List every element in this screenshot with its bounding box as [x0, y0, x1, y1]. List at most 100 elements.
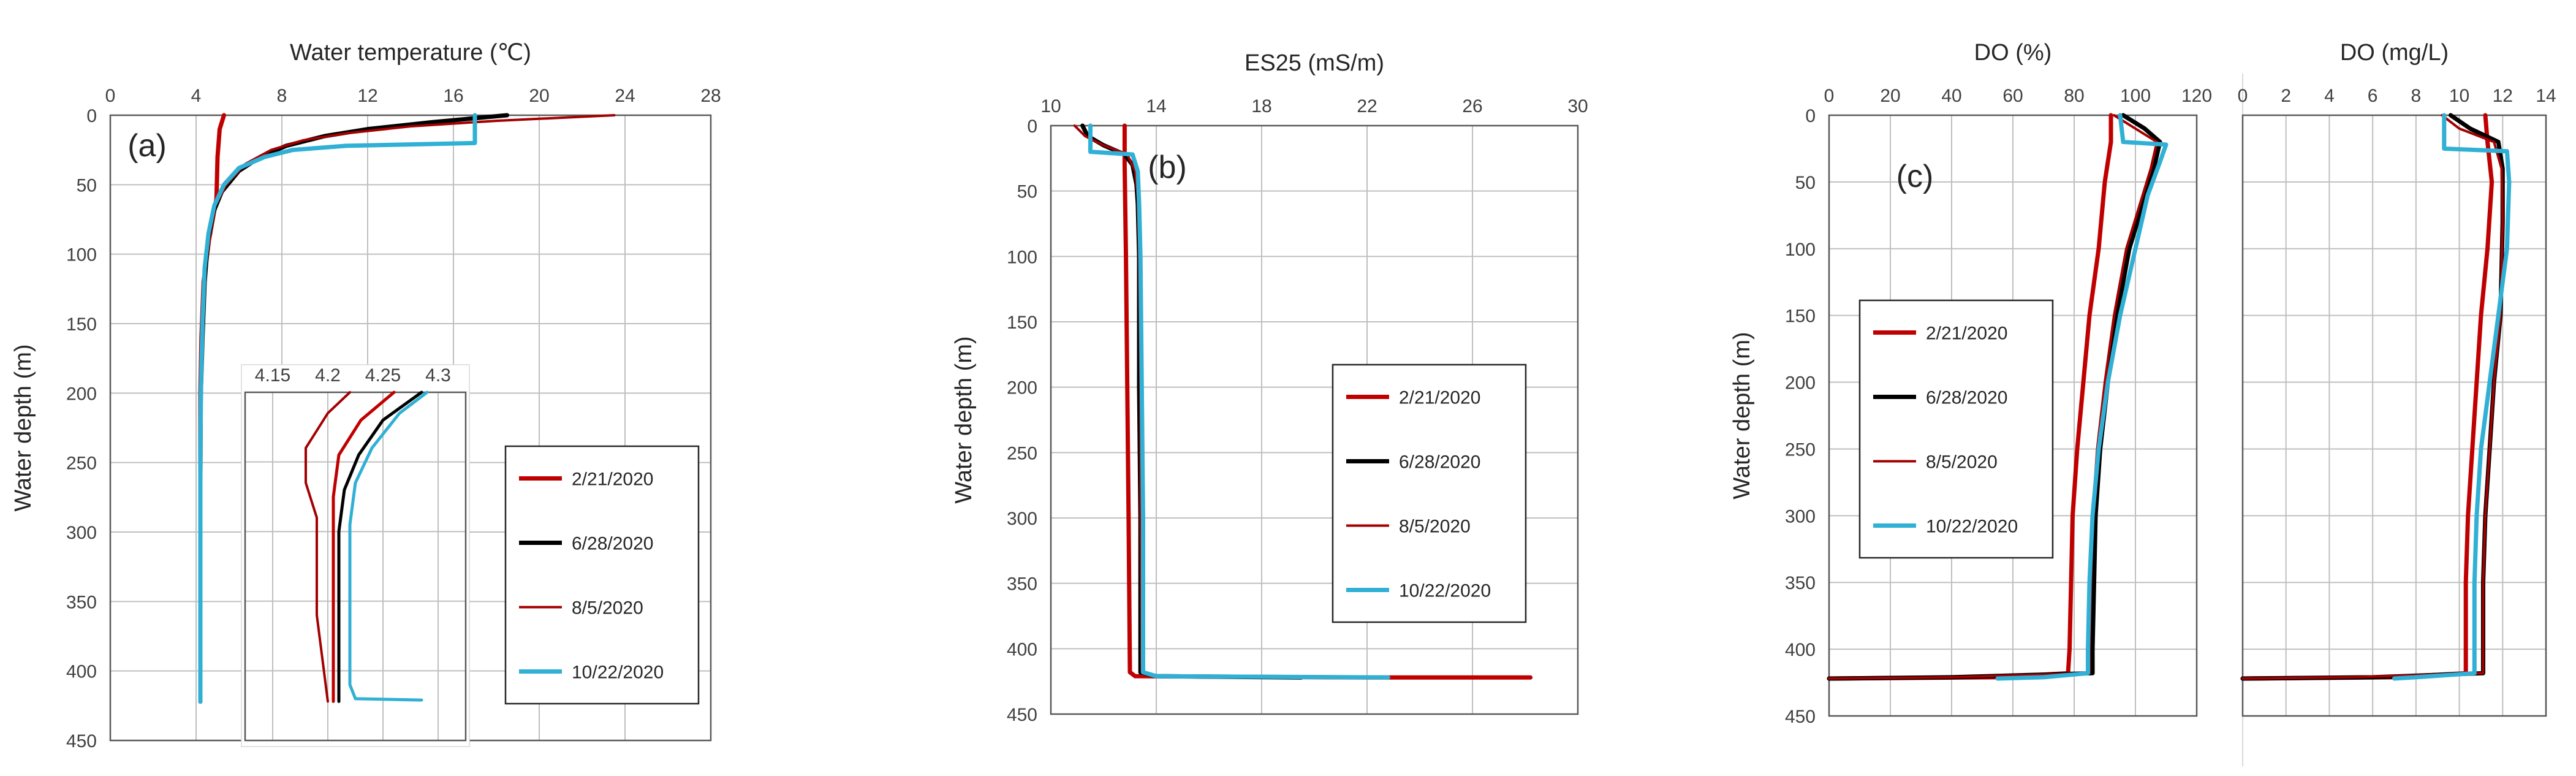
x-tick-label: 80 [2064, 86, 2084, 106]
x-tick-label: 2 [2281, 86, 2291, 106]
x-tick-label: 100 [2120, 86, 2151, 106]
inset-x-tick-label: 4.15 [255, 365, 290, 386]
x-tick-label: 6 [2368, 86, 2378, 106]
x-tick-label: 12 [2493, 86, 2513, 106]
x-tick-label: 22 [1357, 96, 1377, 116]
y-axis-title: Water depth (m) [10, 344, 36, 511]
x-tick-label: 60 [2002, 86, 2023, 106]
y-tick-label: 200 [66, 384, 97, 404]
legend-box [504, 445, 700, 705]
legend-box [1858, 299, 2054, 559]
legend: 2/21/2020 6/28/2020 8/5/2020 10/22/2020 [504, 445, 700, 705]
legend-entry-label: 2/21/2020 [572, 470, 653, 490]
legend-entry-label: 6/28/2020 [1926, 388, 2007, 408]
series-line-c2-8-5-2020 [2241, 114, 2504, 680]
y-tick-label: 0 [86, 106, 97, 126]
panel-label: (a) [127, 128, 167, 164]
y-tick-label: 250 [1007, 443, 1037, 463]
x-tick-label: 14 [1146, 96, 1166, 116]
y-tick-label: 250 [1785, 439, 1816, 460]
x-tick-label: 4 [2324, 86, 2335, 106]
panel-c-do-mgl: 0 2 4 6 8 10 12 14 DO (mg/L) [2238, 40, 2556, 717]
series-line-b-8-5-2020 [1073, 124, 1289, 679]
x-tick-label: 28 [700, 86, 721, 106]
x-tick-label: 10 [2449, 86, 2469, 106]
series-line-inset-2-21-2020 [331, 390, 396, 703]
x-tick-label: 30 [1567, 96, 1588, 116]
y-tick-label: 450 [66, 731, 97, 751]
y-tick-label: 450 [1785, 707, 1816, 727]
x-tick-label: 20 [529, 86, 549, 106]
y-tick-label: 0 [1027, 116, 1037, 137]
legend-entry-label: 6/28/2020 [572, 534, 653, 554]
y-tick-label: 150 [1785, 306, 1816, 327]
y-tick-label: 50 [77, 175, 97, 196]
x-tick-label: 0 [2238, 86, 2248, 106]
x-tick-label: 8 [277, 86, 287, 106]
panel-a-water-temperature: 0 4 8 12 16 20 24 28 0 50 100 150 200 250 300 350 400 450… [10, 40, 721, 751]
y-tick-label: 0 [1805, 106, 1816, 126]
y-tick-label: 100 [66, 245, 97, 265]
legend-entry-label: 8/5/2020 [1399, 517, 1471, 537]
y-tick-label: 350 [66, 592, 97, 612]
legend-entry-label: 8/5/2020 [572, 598, 643, 618]
x-tick-label: 26 [1462, 96, 1482, 116]
legend-box [1332, 363, 1527, 623]
legend-entry-label: 2/21/2020 [1926, 324, 2007, 344]
y-tick-label: 300 [1785, 506, 1816, 527]
panel-c-do-percent: 0 20 40 60 80 100 120 0 50 100 150 200 250 300 350 400 4… [1729, 40, 2212, 727]
x-tick-label: 24 [615, 86, 635, 106]
plot-frame [1828, 114, 2198, 717]
panel-label: (b) [1148, 150, 1187, 185]
y-tick-label: 200 [1007, 378, 1037, 398]
plot-frame [2241, 114, 2547, 717]
y-axis-title: Water depth (m) [1729, 332, 1755, 499]
series-line-b-6-28-2020 [1080, 123, 1303, 680]
inset-x-tick-label: 4.3 [425, 365, 451, 386]
x-axis-title: DO (mg/L) [2340, 40, 2449, 66]
inset-frame [244, 391, 467, 742]
legend-entry-label: 6/28/2020 [1399, 452, 1480, 473]
legend-entry-label: 10/22/2020 [1926, 517, 2018, 537]
legend-entry-label: 10/22/2020 [1399, 581, 1491, 601]
series-line-b-10-22-2020 [1088, 123, 1390, 680]
plot-frame [1050, 124, 1579, 715]
series-line-c1-10-22-2020 [1995, 113, 2169, 681]
y-tick-label: 450 [1007, 705, 1037, 725]
legend-entry-label: 8/5/2020 [1926, 452, 1998, 473]
legend: 2/21/2020 6/28/2020 8/5/2020 10/22/2020 [1332, 363, 1527, 623]
y-tick-label: 250 [66, 454, 97, 474]
y-tick-label: 50 [1017, 182, 1037, 202]
y-tick-label: 350 [1007, 574, 1037, 595]
series-line-inset-6-28-2020 [337, 390, 423, 703]
legend-entry-label: 10/22/2020 [572, 663, 664, 683]
x-tick-label: 40 [1941, 86, 1961, 106]
y-tick-label: 100 [1007, 247, 1037, 267]
y-tick-label: 350 [1785, 573, 1816, 593]
x-axis-title: DO (%) [1974, 40, 2052, 66]
legend: 2/21/2020 6/28/2020 8/5/2020 10/22/2020 [1858, 299, 2054, 559]
x-tick-label: 120 [2181, 86, 2212, 106]
panel-b-es25: 10 14 18 22 26 30050100150200250300350400450W… [951, 50, 1588, 725]
inset-plot: 4.15 4.2 4.25 4.3 [241, 364, 470, 747]
series-line-inset-8-5-2020 [305, 391, 351, 703]
x-tick-label: 12 [357, 86, 377, 106]
series-line-c2-10-22-2020 [2392, 113, 2512, 681]
x-tick-label: 8 [2411, 86, 2422, 106]
x-axis-title: Water temperature (℃) [290, 40, 531, 66]
x-tick-label: 4 [191, 86, 202, 106]
series-line-c2-2-21-2020 [2240, 113, 2495, 681]
x-tick-label: 20 [1880, 86, 1900, 106]
y-tick-label: 300 [66, 523, 97, 543]
series-line-a-2-21-2020 [198, 113, 226, 704]
y-axis-title: Water depth (m) [951, 336, 977, 503]
inset-background [241, 364, 470, 747]
y-tick-label: 100 [1785, 240, 1816, 260]
x-tick-label: 14 [2536, 86, 2556, 106]
x-tick-label: 10 [1040, 96, 1061, 116]
y-tick-label: 400 [1007, 639, 1037, 660]
y-tick-label: 400 [1785, 640, 1816, 660]
x-tick-label: 0 [105, 86, 116, 106]
y-tick-label: 50 [1795, 173, 1816, 193]
